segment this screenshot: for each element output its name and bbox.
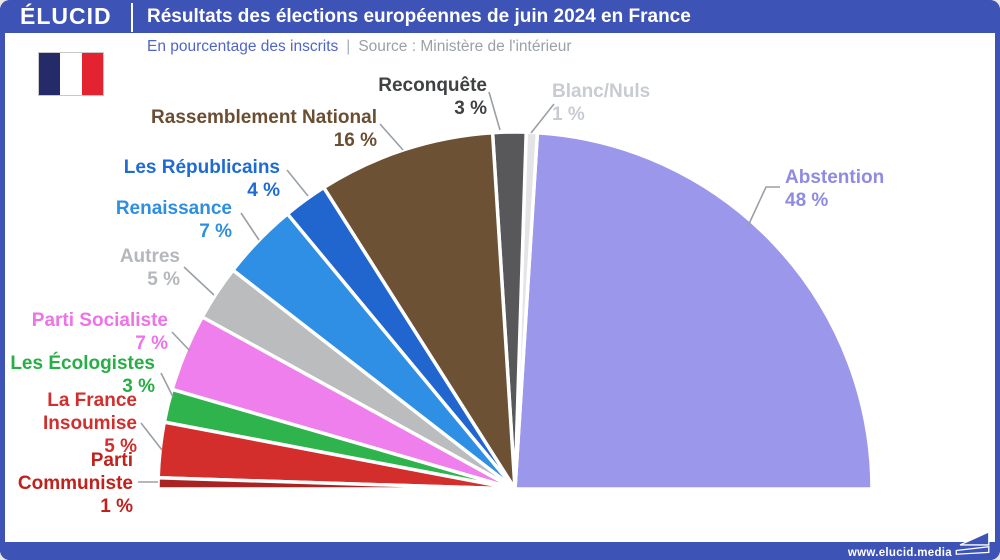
subtitle-metric: En pourcentage des inscrits: [147, 38, 339, 55]
elucid-logo: ÉLUCID: [20, 3, 112, 29]
france-flag-icon: [38, 52, 104, 96]
page-title: Résultats des élections européennes de j…: [147, 5, 691, 27]
footer-bar: www.elucid.media: [0, 542, 1000, 560]
subtitle-source: Source : Ministère de l'intérieur: [358, 38, 572, 55]
chart-subtitle: En pourcentage des inscrits | Source : M…: [147, 36, 571, 58]
header-divider: [131, 3, 133, 32]
flag-stripe-white: [60, 53, 82, 95]
elucid-flag-icon: [955, 531, 990, 555]
footer-url-link[interactable]: www.elucid.media: [847, 547, 952, 559]
flag-stripe-red: [81, 53, 103, 95]
flag-stripe-blue: [39, 53, 61, 95]
subtitle-separator: |: [346, 38, 351, 55]
chart-canvas: [5, 33, 995, 542]
header-bar: ÉLUCID Résultats des élections européenn…: [0, 0, 1000, 33]
